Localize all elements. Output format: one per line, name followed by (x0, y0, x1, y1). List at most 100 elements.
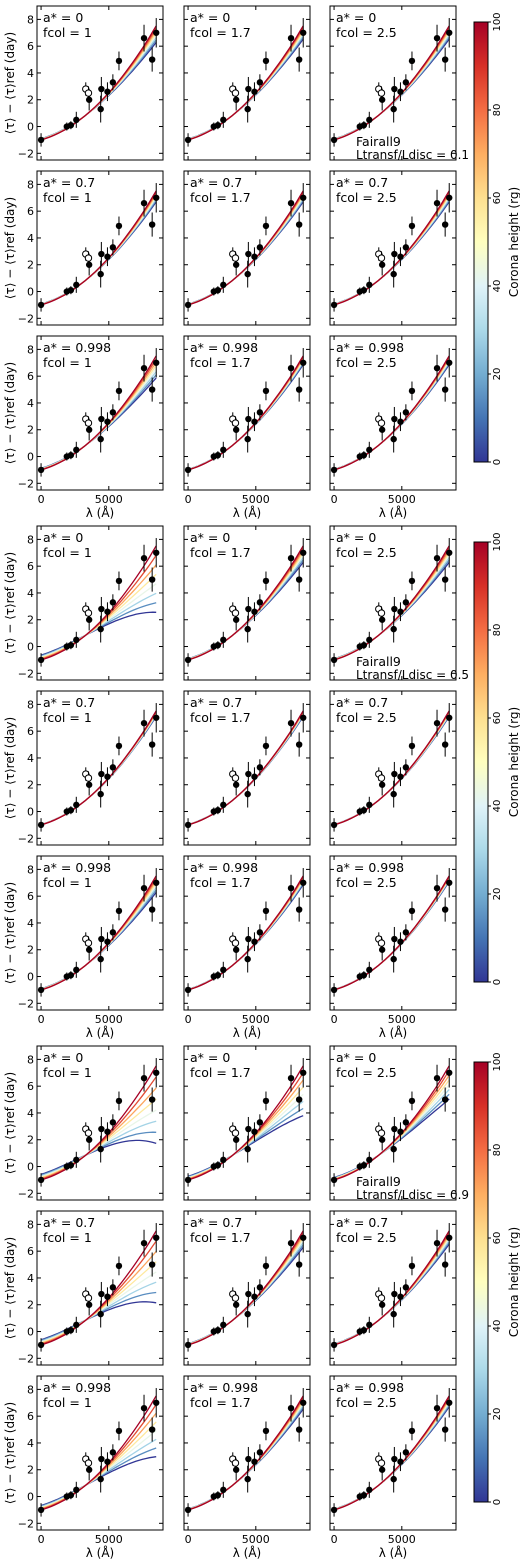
model-curve (333, 1238, 450, 1346)
y-tick-label: 2 (27, 614, 34, 627)
data-point (98, 935, 105, 943)
data-point (390, 790, 397, 798)
model-curve (187, 29, 304, 141)
data-point (330, 301, 338, 309)
data-point (391, 250, 398, 258)
model-curve (40, 882, 157, 991)
data-point (67, 806, 75, 814)
data-point (140, 364, 148, 372)
colorbar-tick-label: 20 (492, 1408, 503, 1421)
data-point (330, 136, 338, 144)
colorbar (473, 21, 489, 463)
data-point (244, 1145, 251, 1153)
data-point-open (231, 419, 240, 427)
data-point (67, 121, 75, 129)
y-axis-label: ⟨τ⟩ − ⟨τ⟩ref (day) (3, 552, 17, 654)
model-curve (40, 714, 157, 826)
data-point (153, 1069, 160, 1076)
data-point (433, 364, 441, 372)
model-curve (40, 711, 157, 826)
data-point (262, 1262, 270, 1270)
model-curve (40, 1230, 157, 1346)
data-point (287, 1239, 295, 1247)
model-curve (187, 363, 304, 471)
model-curve (187, 192, 304, 306)
panel-frame (329, 690, 457, 846)
fcol-label: fcol = 1.7 (190, 710, 251, 725)
data-point-open (377, 774, 386, 782)
spin-label: a* = 0.998 (190, 340, 258, 355)
data-point (441, 56, 449, 63)
model-curve (333, 1232, 450, 1346)
y-tick-label: 0 (27, 1326, 34, 1339)
data-point (251, 418, 258, 425)
data-point (232, 96, 240, 103)
model-curve (333, 193, 450, 306)
data-point (184, 821, 192, 829)
data-point (245, 770, 252, 778)
data-point-open (84, 254, 93, 262)
model-curve (333, 1397, 450, 1511)
spin-label: a* = 0.7 (336, 1215, 388, 1230)
y-tick-label: 0 (27, 971, 34, 984)
data-point (251, 88, 258, 95)
data-point (220, 1486, 227, 1494)
data-point (433, 1404, 441, 1412)
data-point (153, 1234, 160, 1241)
model-curve (187, 356, 304, 471)
model-curve (333, 1239, 450, 1345)
data-point (214, 121, 222, 129)
y-tick-label: 8 (27, 698, 34, 711)
model-curve (187, 712, 304, 826)
data-point (153, 194, 160, 201)
model-curve (333, 34, 450, 140)
model-curve (187, 711, 304, 826)
data-point (402, 1449, 410, 1456)
data-point (300, 714, 307, 721)
data-point (245, 1125, 252, 1133)
data-point (366, 1156, 373, 1164)
y-tick-label: 0 (27, 806, 34, 819)
fcol-label: fcol = 2.5 (336, 355, 397, 370)
data-point (140, 199, 148, 207)
data-point (97, 625, 104, 633)
panel-frame (329, 1375, 457, 1531)
data-point (245, 415, 252, 423)
panel-frame (36, 855, 164, 1011)
y-tick-label: 4 (27, 397, 34, 410)
data-point (148, 576, 156, 583)
model-curve (187, 875, 304, 991)
data-point (262, 577, 270, 585)
spin-label: a* = 0.7 (336, 695, 388, 710)
y-axis-label: ⟨τ⟩ − ⟨τ⟩ref (day) (3, 362, 17, 464)
y-tick-label: 0 (27, 121, 34, 134)
data-point (73, 1156, 80, 1164)
data-point (73, 636, 80, 644)
data-point (397, 1128, 404, 1135)
fcol-label: fcol = 2.5 (336, 875, 397, 890)
data-point (37, 986, 45, 994)
data-point (378, 1136, 386, 1143)
data-point (184, 986, 192, 994)
y-tick-label: 2 (27, 424, 34, 437)
data-point (287, 554, 295, 562)
model-curve (187, 552, 304, 661)
y-tick-label: 6 (27, 1245, 34, 1258)
data-point (256, 929, 264, 936)
data-point (378, 946, 386, 953)
x-tick-label: 0 (38, 493, 45, 506)
model-curve (333, 192, 450, 306)
data-point (220, 1156, 227, 1164)
data-point (67, 641, 75, 649)
data-point (67, 451, 75, 459)
model-curve (40, 1087, 157, 1179)
data-point (214, 451, 222, 459)
model-curve (40, 192, 157, 306)
data-point (366, 636, 373, 644)
model-curve (187, 550, 304, 661)
data-point (295, 1261, 303, 1268)
data-point (397, 938, 404, 945)
model-curve (333, 1400, 450, 1511)
